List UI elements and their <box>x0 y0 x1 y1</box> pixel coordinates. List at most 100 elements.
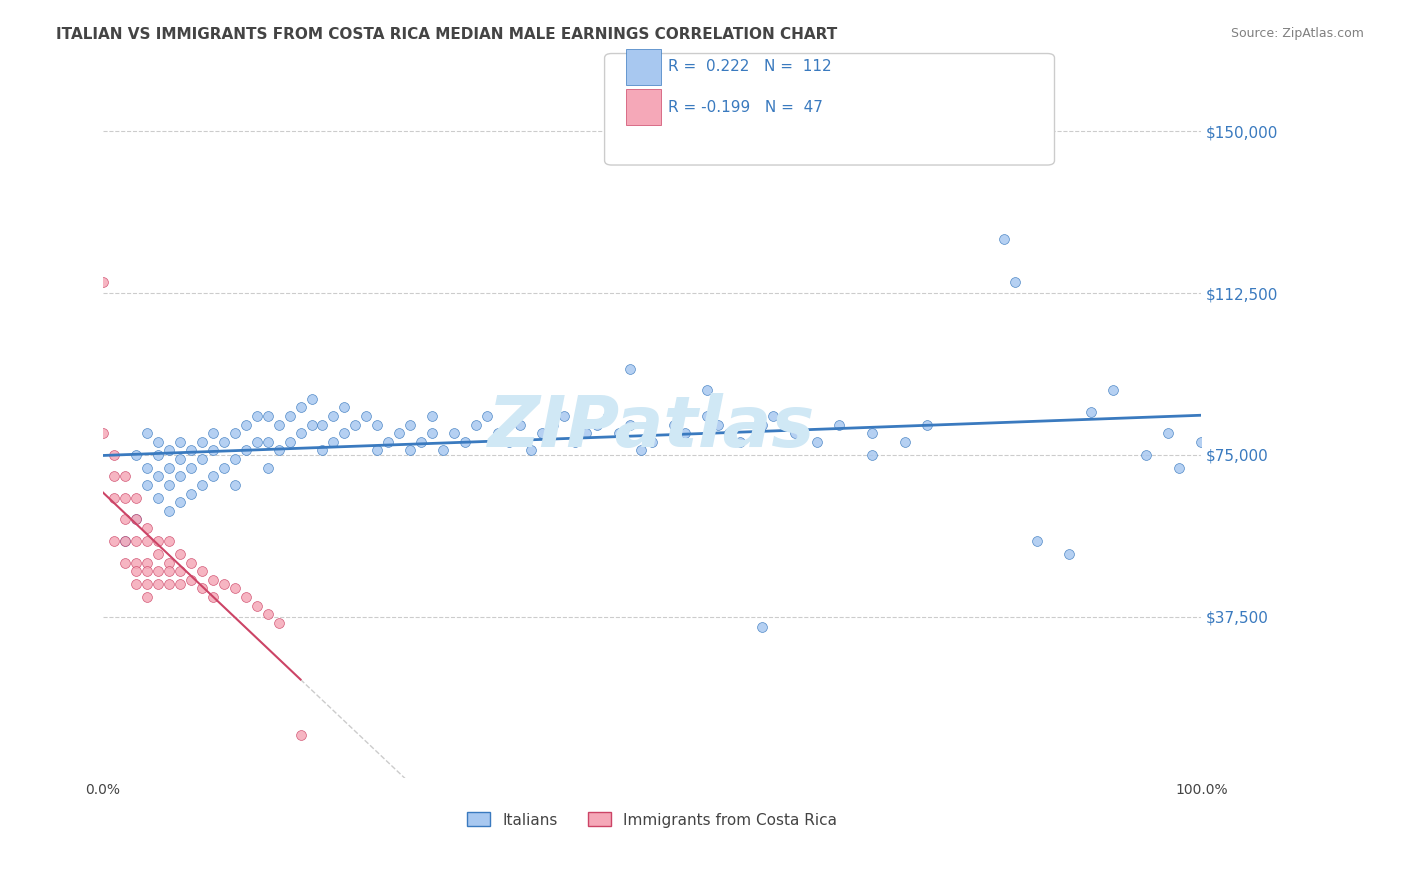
Point <box>125 564 148 578</box>
Point <box>114 556 136 570</box>
Point <box>169 434 191 449</box>
Text: ZIPatlas: ZIPatlas <box>488 393 815 462</box>
Point <box>157 534 180 549</box>
Point <box>333 426 356 441</box>
Point <box>399 417 422 432</box>
Point <box>146 577 169 591</box>
Point <box>256 460 278 475</box>
Point <box>454 434 477 449</box>
Point <box>1080 405 1102 419</box>
Point <box>224 426 246 441</box>
Point <box>169 547 191 561</box>
Point <box>114 512 136 526</box>
Point <box>893 434 915 449</box>
Point <box>728 434 751 449</box>
Point <box>311 443 333 458</box>
Point <box>860 426 883 441</box>
Point <box>201 443 224 458</box>
Point <box>146 469 169 483</box>
Point <box>125 512 148 526</box>
Point <box>125 448 148 462</box>
Point <box>783 426 806 441</box>
Point <box>586 417 609 432</box>
Point <box>673 426 696 441</box>
Point <box>366 443 388 458</box>
Point <box>135 426 157 441</box>
Point <box>146 434 169 449</box>
Point <box>125 534 148 549</box>
Point <box>607 426 630 441</box>
Point <box>103 469 125 483</box>
Point <box>103 448 125 462</box>
Point <box>278 434 301 449</box>
Point <box>1025 534 1047 549</box>
Point <box>180 573 202 587</box>
Point <box>477 409 499 423</box>
Point <box>806 434 828 449</box>
Point <box>146 547 169 561</box>
Point <box>278 409 301 423</box>
Point <box>1189 434 1212 449</box>
Point <box>311 417 333 432</box>
Point <box>751 620 773 634</box>
Point <box>520 443 543 458</box>
Point <box>190 478 212 492</box>
Point <box>322 409 344 423</box>
Point <box>256 434 278 449</box>
Point <box>190 564 212 578</box>
Point <box>180 486 202 500</box>
Point <box>125 556 148 570</box>
Point <box>212 434 235 449</box>
Point <box>114 534 136 549</box>
Point <box>169 469 191 483</box>
Point <box>717 426 740 441</box>
Point <box>224 452 246 467</box>
Point <box>114 534 136 549</box>
Point <box>696 383 718 397</box>
Point <box>103 534 125 549</box>
Point <box>432 443 454 458</box>
Point <box>169 495 191 509</box>
Point <box>125 512 148 526</box>
Point <box>201 573 224 587</box>
Point <box>564 434 586 449</box>
Point <box>509 417 531 432</box>
Point <box>366 417 388 432</box>
Point <box>443 426 465 441</box>
Point <box>103 491 125 505</box>
Point <box>157 478 180 492</box>
Point <box>245 434 267 449</box>
Text: Source: ZipAtlas.com: Source: ZipAtlas.com <box>1230 27 1364 40</box>
Point <box>190 582 212 596</box>
Point <box>751 417 773 432</box>
Point <box>135 590 157 604</box>
Point <box>114 491 136 505</box>
Point <box>235 443 257 458</box>
Point <box>333 401 356 415</box>
Point <box>356 409 378 423</box>
Point <box>157 504 180 518</box>
Point <box>696 409 718 423</box>
Point <box>301 417 323 432</box>
Point <box>256 409 278 423</box>
Point <box>169 577 191 591</box>
Point <box>180 460 202 475</box>
Point <box>224 582 246 596</box>
Point <box>598 409 620 423</box>
Point <box>662 417 685 432</box>
Point <box>762 409 785 423</box>
Point <box>157 556 180 570</box>
Point <box>146 534 169 549</box>
Point <box>157 564 180 578</box>
Point <box>135 478 157 492</box>
Point <box>344 417 367 432</box>
Point <box>619 361 641 376</box>
Point <box>256 607 278 622</box>
Point <box>91 426 114 441</box>
Text: ITALIAN VS IMMIGRANTS FROM COSTA RICA MEDIAN MALE EARNINGS CORRELATION CHART: ITALIAN VS IMMIGRANTS FROM COSTA RICA ME… <box>56 27 838 42</box>
Point <box>135 556 157 570</box>
Point <box>114 469 136 483</box>
Point <box>486 426 509 441</box>
Point <box>125 491 148 505</box>
Point <box>1102 383 1125 397</box>
